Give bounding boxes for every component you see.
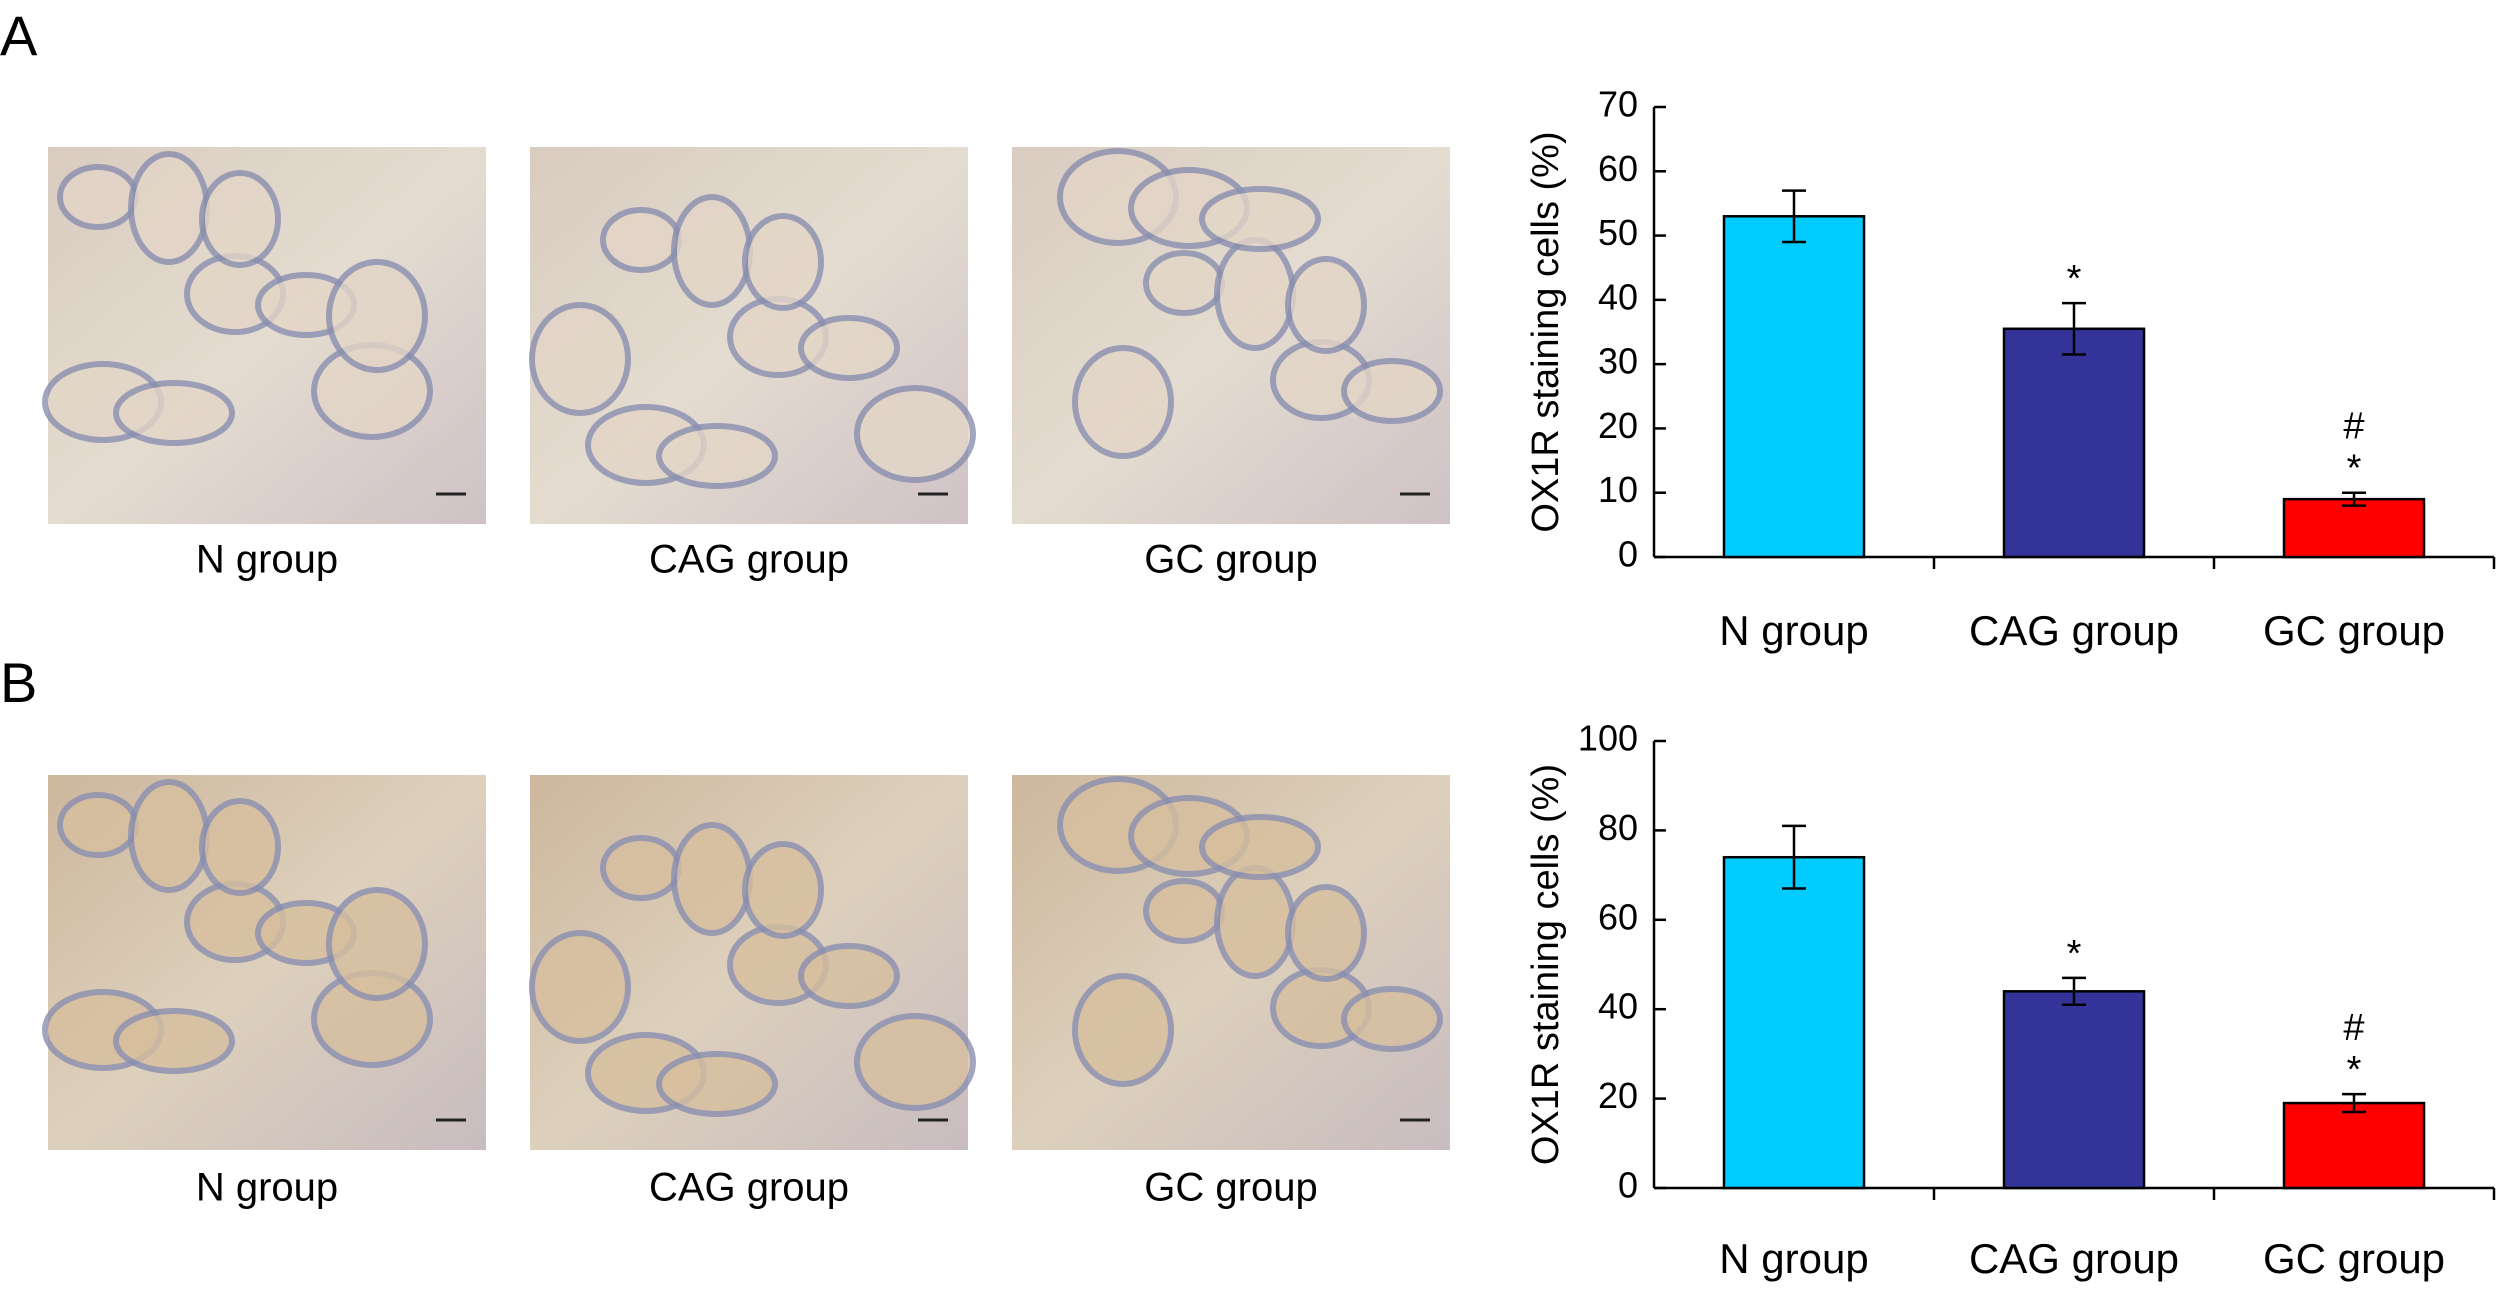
gland xyxy=(326,259,428,373)
image-caption: GC group xyxy=(1144,538,1317,582)
gland xyxy=(57,792,139,858)
gland xyxy=(671,822,753,936)
gland xyxy=(199,798,281,896)
significance-marker: * xyxy=(2347,1049,2362,1091)
gland xyxy=(1199,814,1321,880)
gland xyxy=(1285,256,1367,354)
error-bar xyxy=(2342,491,2366,507)
y-tick-label: 40 xyxy=(1598,276,1638,317)
bar xyxy=(2282,497,2426,559)
image-caption: N group xyxy=(196,538,338,582)
gland xyxy=(529,930,631,1044)
significance-marker: * xyxy=(2067,933,2082,975)
y-axis-label: OX1R staining cells (%) xyxy=(1525,764,1567,1165)
gland xyxy=(326,887,428,1001)
error-bar xyxy=(2342,1092,2366,1114)
y-tick-label: 70 xyxy=(1598,84,1638,125)
y-tick-label: 80 xyxy=(1598,807,1638,848)
gland xyxy=(1214,865,1296,979)
error-bar xyxy=(2062,976,2086,1006)
y-tick-label: 50 xyxy=(1598,212,1638,253)
y-tick-label: 60 xyxy=(1598,148,1638,189)
y-tick-label: 10 xyxy=(1598,469,1638,510)
bar xyxy=(2282,1101,2426,1190)
gland xyxy=(57,164,139,230)
y-tick-label: 0 xyxy=(1618,534,1638,575)
gland xyxy=(1072,973,1174,1087)
image-caption: GC group xyxy=(1144,1166,1317,1210)
error-bar xyxy=(2062,301,2086,356)
gland xyxy=(656,423,778,489)
bar xyxy=(1722,855,1866,1190)
gland xyxy=(113,1008,235,1074)
gland xyxy=(854,1013,976,1111)
error-bar xyxy=(1782,824,1806,890)
y-tick-label: 20 xyxy=(1598,405,1638,446)
gland xyxy=(1199,186,1321,252)
x-tick-label: GC group xyxy=(2263,1235,2445,1282)
y-tick-label: 0 xyxy=(1618,1165,1638,1206)
significance-marker: * xyxy=(2347,448,2362,490)
gland xyxy=(128,151,210,265)
image-caption: N group xyxy=(196,1166,338,1210)
gland xyxy=(128,779,210,893)
gland xyxy=(113,380,235,446)
gland xyxy=(600,835,682,901)
x-tick-label: N group xyxy=(1719,1235,1868,1282)
bar xyxy=(2002,990,2146,1190)
significance-marker: # xyxy=(2343,1007,2364,1049)
x-tick-label: N group xyxy=(1719,607,1868,654)
gland xyxy=(742,213,824,311)
gland xyxy=(1143,878,1225,944)
y-tick-label: 100 xyxy=(1578,718,1638,759)
x-tick-label: GC group xyxy=(2263,607,2445,654)
gland xyxy=(199,170,281,268)
x-tick-label: CAG group xyxy=(1969,1235,2179,1282)
y-tick-label: 40 xyxy=(1598,986,1638,1027)
panel-label: A xyxy=(0,4,38,67)
error-bar xyxy=(1782,189,1806,244)
y-tick-label: 30 xyxy=(1598,341,1638,382)
image-caption: CAG group xyxy=(649,1166,849,1210)
bar xyxy=(1722,215,1866,559)
gland xyxy=(671,194,753,308)
bar xyxy=(2002,327,2146,559)
gland xyxy=(854,385,976,483)
y-axis-label: OX1R staining cells (%) xyxy=(1525,131,1567,532)
gland xyxy=(529,302,631,416)
y-tick-label: 20 xyxy=(1598,1075,1638,1116)
significance-marker: * xyxy=(2067,258,2082,300)
significance-marker: # xyxy=(2343,406,2364,448)
gland xyxy=(600,207,682,273)
panel-label: B xyxy=(0,651,37,714)
gland xyxy=(656,1051,778,1117)
image-caption: CAG group xyxy=(649,538,849,582)
y-tick-label: 60 xyxy=(1598,896,1638,937)
x-tick-label: CAG group xyxy=(1969,607,2179,654)
gland xyxy=(1214,237,1296,351)
gland xyxy=(1285,884,1367,982)
gland xyxy=(742,841,824,939)
gland xyxy=(1072,345,1174,459)
gland xyxy=(798,943,900,1009)
gland xyxy=(1341,358,1443,424)
gland xyxy=(1143,250,1225,316)
gland xyxy=(798,315,900,381)
gland xyxy=(1341,986,1443,1052)
